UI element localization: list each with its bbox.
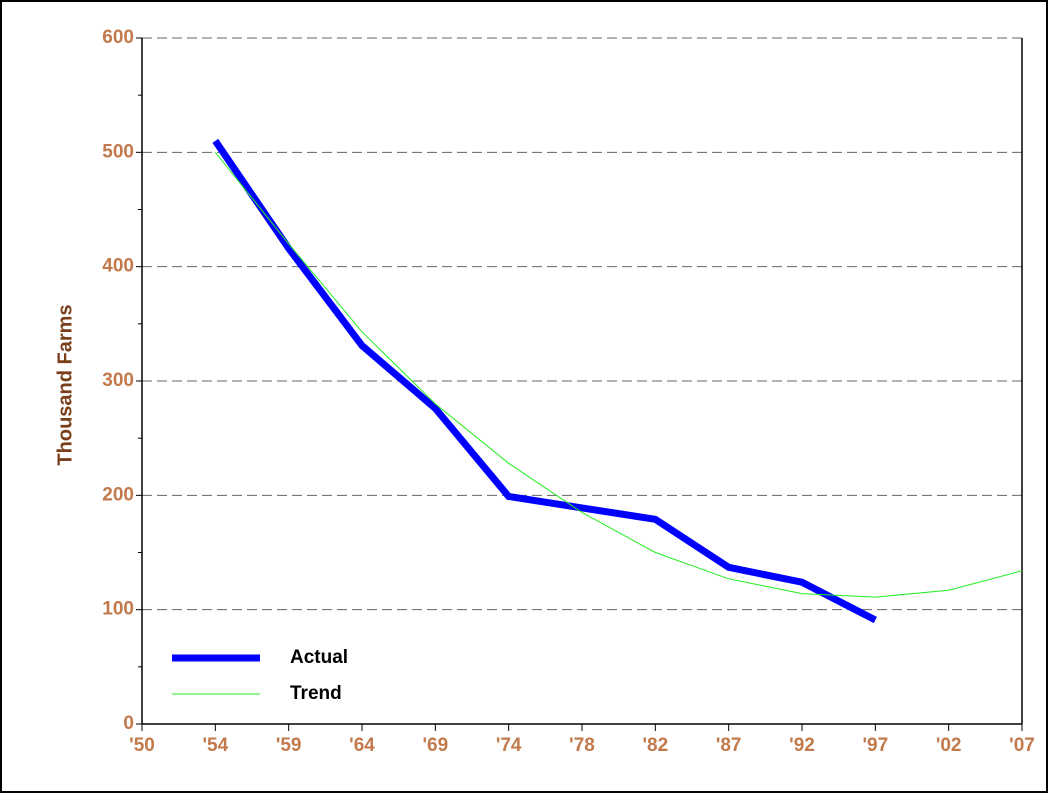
x-tick-label: '54: [203, 735, 229, 756]
x-tick-label: '50: [129, 735, 155, 756]
series-line: [214, 152, 1023, 598]
x-tick-label: '69: [423, 735, 449, 756]
y-tick-label: 300: [102, 370, 134, 391]
y-tick-label: 100: [102, 599, 134, 620]
x-tick-label: '59: [276, 735, 302, 756]
x-tick-label: '07: [1009, 735, 1035, 756]
y-tick-label: 500: [102, 141, 134, 162]
y-tick-label: 200: [102, 484, 134, 505]
y-tick-label: 400: [102, 256, 134, 277]
x-tick-label: '82: [643, 735, 669, 756]
legend-label: Actual: [290, 647, 348, 668]
x-tick-label: '92: [789, 735, 815, 756]
x-tick-label: '02: [936, 735, 962, 756]
x-tick-label: '87: [716, 735, 742, 756]
x-tick-label: '78: [569, 735, 595, 756]
y-tick-label: 0: [123, 713, 134, 734]
legend-label: Trend: [290, 683, 342, 704]
x-tick-label: '64: [349, 735, 375, 756]
x-tick-label: '74: [496, 735, 522, 756]
y-tick-label: 600: [102, 27, 134, 48]
series-line: [212, 138, 877, 624]
y-axis-label: Thousand Farms: [54, 304, 76, 465]
x-tick-label: '97: [863, 735, 889, 756]
